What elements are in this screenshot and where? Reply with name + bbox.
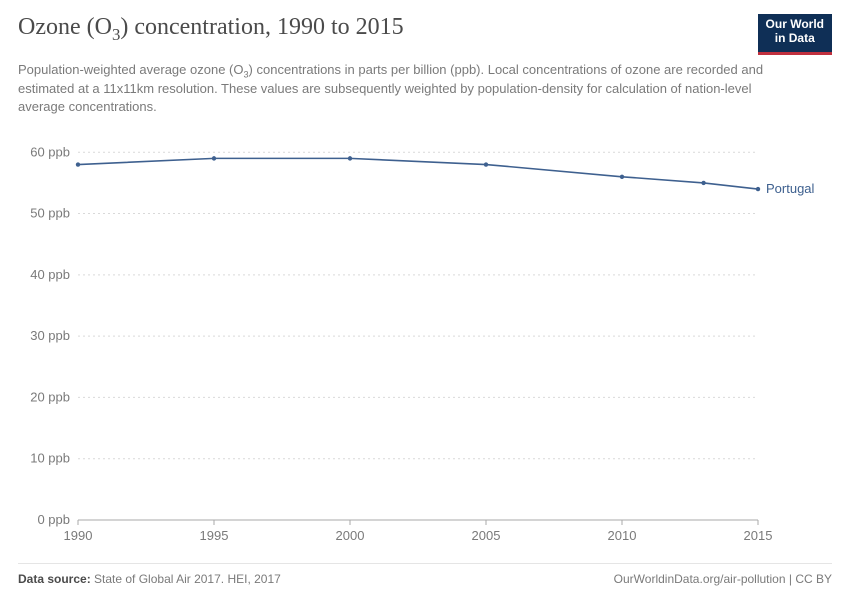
footer-left: Data source: State of Global Air 2017. H… bbox=[18, 572, 281, 586]
series-point bbox=[756, 186, 760, 190]
series-point bbox=[620, 174, 624, 178]
x-tick-label: 1995 bbox=[200, 528, 229, 543]
x-tick-label: 2015 bbox=[744, 528, 773, 543]
header-row: Ozone (O3) concentration, 1990 to 2015 O… bbox=[18, 14, 832, 55]
series-point bbox=[348, 156, 352, 160]
y-tick-label: 40 ppb bbox=[30, 266, 70, 281]
x-tick-label: 1990 bbox=[64, 528, 93, 543]
logo-line-1: Our World bbox=[766, 18, 824, 32]
y-tick-label: 20 ppb bbox=[30, 389, 70, 404]
series-point bbox=[484, 162, 488, 166]
y-tick-label: 50 ppb bbox=[30, 205, 70, 220]
y-tick-label: 30 ppb bbox=[30, 328, 70, 343]
y-tick-label: 0 ppb bbox=[37, 512, 70, 527]
series-line-portugal bbox=[78, 158, 758, 189]
line-chart: 0 ppb 10 ppb 20 ppb 30 ppb 40 ppb 50 ppb 60 pp… bbox=[18, 130, 828, 550]
footer: Data source: State of Global Air 2017. H… bbox=[18, 563, 832, 586]
y-tick-label: 10 ppb bbox=[30, 450, 70, 465]
series-point bbox=[76, 162, 80, 166]
page-title: Ozone (O3) concentration, 1990 to 2015 bbox=[18, 14, 404, 45]
series-point bbox=[701, 180, 705, 184]
chart-container: 0 ppb 10 ppb 20 ppb 30 ppb 40 ppb 50 ppb 60 pp… bbox=[18, 130, 832, 555]
subtitle: Population-weighted average ozone (O3) c… bbox=[18, 61, 778, 116]
x-tick-label: 2005 bbox=[472, 528, 501, 543]
footer-left-prefix: Data source: bbox=[18, 572, 94, 586]
y-tick-label: 60 ppb bbox=[30, 144, 70, 159]
series-point bbox=[212, 156, 216, 160]
x-tick-label: 2010 bbox=[608, 528, 637, 543]
x-tick-label: 2000 bbox=[336, 528, 365, 543]
logo-line-2: in Data bbox=[766, 32, 824, 46]
footer-left-text: State of Global Air 2017. HEI, 2017 bbox=[94, 572, 281, 586]
footer-right: OurWorldinData.org/air-pollution | CC BY bbox=[614, 572, 832, 586]
owid-logo: Our World in Data bbox=[758, 14, 832, 55]
series-label-portugal: Portugal bbox=[766, 181, 815, 196]
